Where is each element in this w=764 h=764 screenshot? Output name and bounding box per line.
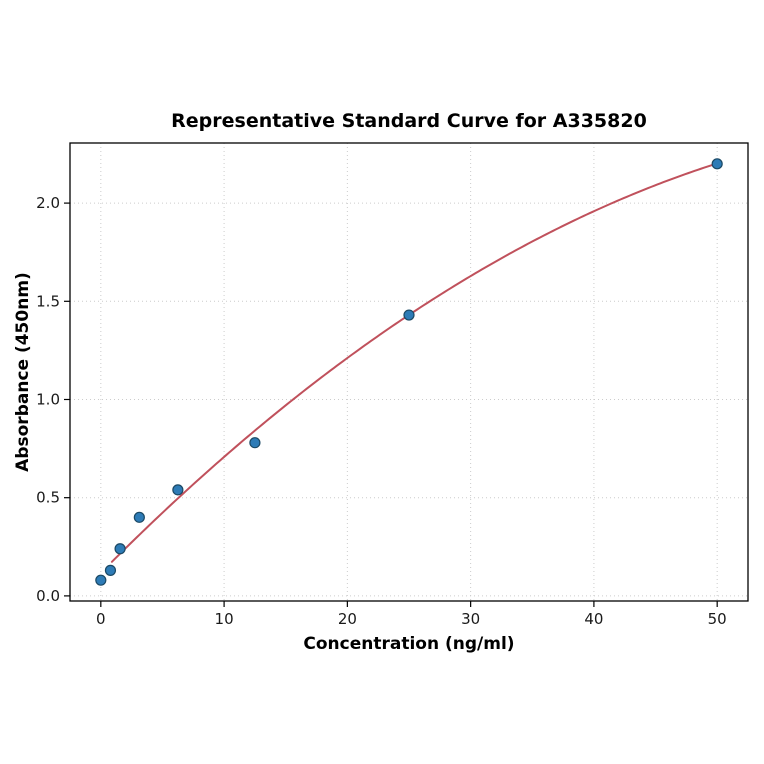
data-point [711,158,723,170]
chart-title: Representative Standard Curve for A33582… [171,110,647,132]
x-tick-label: 0 [96,610,106,628]
data-point [95,574,107,586]
y-tick-label: 0.5 [36,489,60,507]
plot-frame [69,142,749,602]
data-point [133,511,145,523]
x-axis-label: Concentration (ng/ml) [303,634,514,654]
y-axis-label: Absorbance (450nm) [13,272,33,472]
y-tick-label: 1.0 [36,390,60,408]
y-tick-label: 1.5 [36,292,60,310]
data-point [114,543,126,555]
data-point [104,564,117,576]
x-tick-label: 30 [461,610,480,628]
x-tick-label: 40 [584,610,603,628]
y-tick-label: 0.0 [36,587,60,605]
data-point [172,484,184,496]
fit-curve-line [110,162,717,563]
plot-area: 0 10 20 30 40 50 0.0 0.5 1.0 1.5 2.0 [36,142,749,628]
x-tick-label: 20 [338,610,357,628]
y-tick-label: 2.0 [36,194,60,212]
x-tick-label: 50 [708,610,727,628]
data-point [403,309,415,321]
x-tick-label: 10 [215,610,234,628]
data-point [249,437,261,449]
